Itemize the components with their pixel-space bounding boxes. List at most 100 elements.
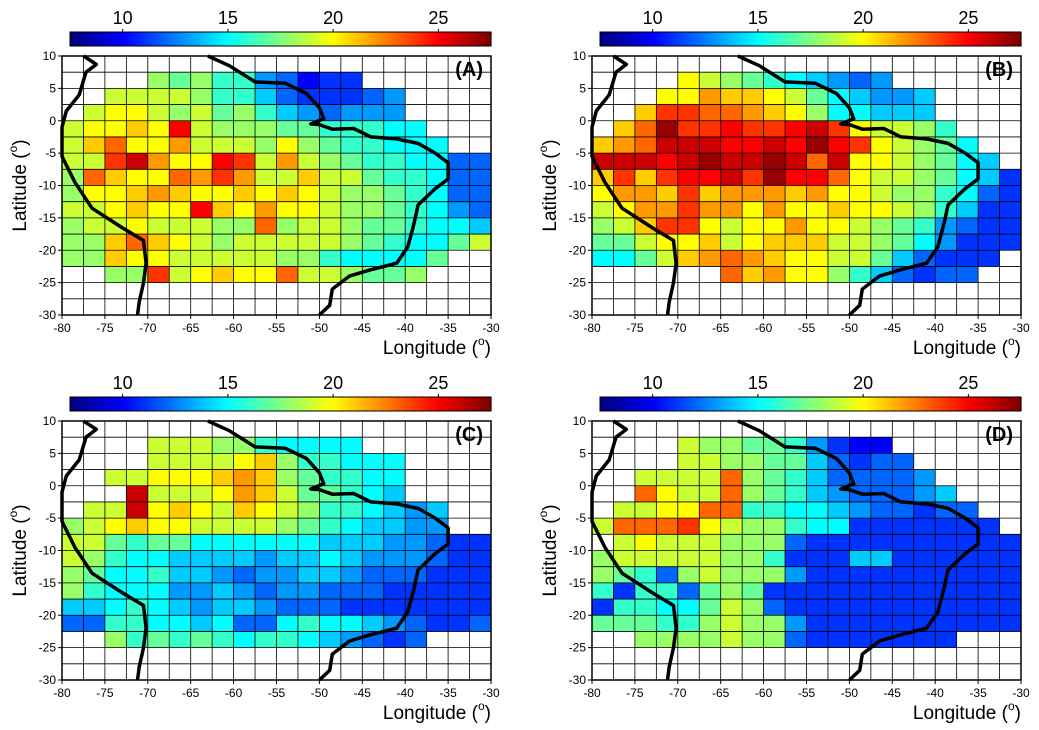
heatmap-cell <box>383 518 406 535</box>
colorbar-segment <box>870 397 875 411</box>
colorbar-segment <box>84 397 89 411</box>
heatmap-cell <box>255 88 277 105</box>
colorbar-segment <box>985 397 991 411</box>
colorbar-segment <box>694 397 699 411</box>
heatmap-cell <box>699 201 721 218</box>
colorbar-segment <box>698 32 703 46</box>
heatmap-cell <box>913 485 936 502</box>
colorbar-segment <box>740 397 745 411</box>
x-tick-label: -80 <box>583 686 601 700</box>
heatmap-cell <box>276 566 298 583</box>
heatmap-cell <box>742 234 764 251</box>
heatmap-cell <box>892 550 914 567</box>
heatmap-cell <box>276 550 298 567</box>
colorbar-segment <box>364 397 369 411</box>
colorbar-segment <box>473 397 478 411</box>
colorbar-segment <box>999 397 1005 411</box>
colorbar-tick-label: 25 <box>958 8 978 28</box>
heatmap-cell <box>677 453 700 470</box>
colorbar-segment <box>462 32 468 46</box>
colorbar-segment <box>305 397 310 411</box>
heatmap-cell <box>956 136 979 154</box>
heatmap-cell <box>126 615 148 632</box>
colorbar-segment <box>241 32 247 46</box>
heatmap-cell <box>405 518 427 535</box>
heatmap-cell <box>169 201 191 218</box>
colorbar-segment <box>291 397 296 411</box>
heatmap-cell <box>913 104 936 121</box>
y-tick-label: -25 <box>569 276 587 290</box>
heatmap-cell <box>362 217 384 235</box>
heatmap-cell <box>276 615 298 632</box>
heatmap-cell <box>913 201 936 218</box>
heatmap-cell <box>426 599 449 616</box>
heatmap-cell <box>126 582 148 600</box>
heatmap-cell <box>849 153 871 170</box>
colorbar-segment <box>677 397 682 411</box>
heatmap-cell <box>677 599 700 616</box>
heatmap-cell <box>956 266 979 283</box>
colorbar-segment <box>143 397 148 411</box>
colorbar-segment <box>828 397 833 411</box>
heatmap-cell <box>870 250 893 267</box>
heatmap-cell <box>190 104 213 121</box>
colorbar-segment <box>754 32 759 46</box>
colorbar-segment <box>726 32 731 46</box>
heatmap-cell <box>169 88 191 105</box>
colorbar-segment <box>856 32 861 46</box>
colorbar-segment <box>852 32 857 46</box>
heatmap-cell <box>913 153 936 170</box>
colorbar-segment <box>919 397 924 411</box>
heatmap-cell <box>276 631 298 648</box>
heatmap-cell <box>656 582 678 600</box>
x-tick-label: -30 <box>482 686 500 700</box>
heatmap-cell <box>892 217 914 235</box>
heatmap-cell <box>634 485 657 502</box>
colorbar-segment <box>105 397 110 411</box>
heatmap-cell <box>699 599 721 616</box>
heatmap-cell <box>126 217 148 235</box>
heatmap-cell <box>104 234 127 251</box>
y-tick-label: -5 <box>45 511 56 525</box>
heatmap-cell <box>212 485 234 502</box>
heatmap-cell <box>169 582 191 600</box>
heatmap-cell <box>405 615 427 632</box>
colorbar-segment <box>673 32 678 46</box>
heatmap-cell <box>83 250 105 267</box>
heatmap-cell <box>104 185 127 202</box>
colorbar-segment <box>884 397 889 411</box>
heatmap-cell <box>83 615 105 632</box>
y-tick-label: 5 <box>579 446 586 460</box>
colorbar-segment <box>354 32 359 46</box>
heatmap-cell <box>785 534 807 551</box>
heatmap-cell <box>169 120 191 137</box>
heatmap-cell <box>383 534 406 551</box>
heatmap-cell <box>469 217 491 235</box>
x-tick-label: -50 <box>841 321 859 335</box>
heatmap-cell <box>147 136 170 154</box>
colorbar-segment <box>999 32 1005 46</box>
heatmap-cell <box>699 72 721 89</box>
colorbar-segment <box>434 32 439 46</box>
heatmap-cell <box>190 136 213 154</box>
heatmap-cell <box>806 185 828 202</box>
heatmap-cell <box>233 88 256 105</box>
heatmap-cell <box>169 437 191 454</box>
heatmap-cell <box>233 266 256 283</box>
heatmap-cell <box>297 615 320 632</box>
heatmap-cell <box>190 566 213 583</box>
heatmap-cell <box>362 518 384 535</box>
colorbar-segment <box>922 32 927 46</box>
colorbar-segment <box>399 32 404 46</box>
heatmap-cell <box>340 88 363 105</box>
heatmap-cell <box>340 615 363 632</box>
colorbar-segment <box>136 32 141 46</box>
heatmap-cell <box>656 250 678 267</box>
heatmap-cell <box>340 234 363 251</box>
y-tick-label: 10 <box>573 414 587 428</box>
colorbar-segment <box>894 32 899 46</box>
heatmap-cell <box>870 72 893 89</box>
heatmap-cell <box>677 234 700 251</box>
colorbar-segment <box>863 32 868 46</box>
heatmap-cell <box>913 582 936 600</box>
